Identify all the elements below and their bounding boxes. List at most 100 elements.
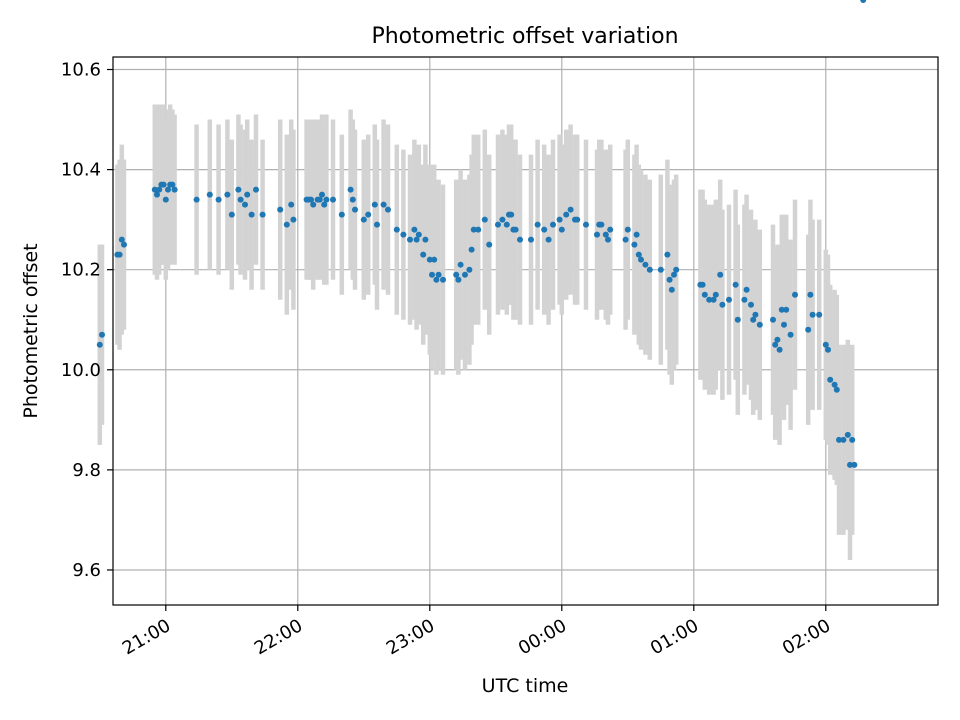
data-point bbox=[420, 251, 427, 258]
chart-title: Photometric offset variation bbox=[371, 24, 678, 49]
data-point bbox=[668, 286, 675, 293]
x-tick-label: 23:00 bbox=[383, 615, 438, 659]
data-point bbox=[435, 271, 442, 278]
data-point bbox=[347, 186, 354, 193]
data-point bbox=[237, 196, 244, 203]
data-point bbox=[215, 196, 222, 203]
data-point bbox=[349, 196, 356, 203]
data-point bbox=[321, 201, 328, 208]
data-point bbox=[664, 251, 671, 258]
data-point bbox=[646, 266, 653, 273]
data-point bbox=[822, 341, 829, 348]
data-point bbox=[772, 341, 779, 348]
data-point bbox=[833, 386, 840, 393]
x-axis-label: UTC time bbox=[482, 675, 569, 697]
data-point bbox=[162, 196, 169, 203]
data-point bbox=[816, 311, 823, 318]
data-point bbox=[468, 246, 475, 253]
data-point bbox=[710, 296, 717, 303]
data-point bbox=[847, 461, 853, 468]
data-point bbox=[851, 461, 858, 468]
data-point bbox=[308, 196, 314, 203]
data-point bbox=[770, 316, 776, 323]
data-point bbox=[242, 201, 248, 208]
data-point bbox=[671, 271, 677, 278]
data-point bbox=[316, 196, 323, 203]
data-point bbox=[717, 271, 724, 278]
data-point bbox=[712, 291, 719, 298]
data-point bbox=[541, 226, 548, 233]
data-point bbox=[118, 236, 125, 243]
data-point bbox=[462, 271, 468, 278]
data-point bbox=[517, 236, 523, 243]
data-point bbox=[844, 431, 851, 438]
data-point bbox=[706, 296, 713, 303]
data-point bbox=[429, 271, 435, 278]
data-point bbox=[809, 311, 816, 318]
data-point bbox=[160, 181, 167, 188]
data-point bbox=[776, 346, 783, 353]
data-point bbox=[413, 236, 420, 243]
data-point bbox=[283, 221, 290, 228]
data-point bbox=[748, 301, 754, 308]
y-axis-ticks: 9.6 9.8 10.0 10.2 10.4 10.6 bbox=[61, 60, 113, 581]
data-point bbox=[831, 381, 838, 388]
data-point bbox=[719, 301, 726, 308]
data-point bbox=[701, 291, 708, 298]
data-point bbox=[433, 276, 440, 283]
data-point bbox=[741, 296, 748, 303]
data-point bbox=[380, 201, 387, 208]
data-point bbox=[352, 206, 358, 213]
data-point bbox=[778, 306, 785, 313]
y-tick-label: 10.0 bbox=[61, 360, 101, 381]
data-point bbox=[323, 196, 330, 203]
data-point bbox=[156, 186, 163, 193]
data-point bbox=[426, 256, 433, 263]
data-point bbox=[415, 231, 422, 238]
data-point bbox=[825, 346, 831, 353]
data-point bbox=[96, 341, 103, 348]
data-point bbox=[165, 186, 171, 193]
data-point bbox=[121, 241, 127, 248]
y-axis-label: Photometric offset bbox=[20, 243, 42, 418]
data-point bbox=[154, 191, 160, 198]
y-tick-label: 10.4 bbox=[61, 160, 101, 181]
data-point bbox=[840, 436, 847, 443]
data-point bbox=[563, 211, 570, 218]
data-point bbox=[374, 221, 380, 228]
data-point bbox=[631, 241, 638, 248]
data-point bbox=[607, 226, 614, 233]
data-point bbox=[635, 251, 642, 258]
data-point bbox=[290, 216, 297, 223]
data-point bbox=[193, 196, 200, 203]
data-point bbox=[734, 316, 741, 323]
data-point bbox=[622, 236, 629, 243]
data-point bbox=[860, 0, 867, 3]
data-point bbox=[171, 186, 178, 193]
data-point bbox=[642, 261, 649, 268]
data-point bbox=[743, 286, 750, 293]
x-tick-label: 21:00 bbox=[119, 615, 174, 659]
x-tick-label: 02:00 bbox=[779, 615, 834, 659]
data-point bbox=[605, 236, 611, 243]
data-point bbox=[206, 191, 213, 198]
data-point bbox=[235, 186, 242, 193]
data-point bbox=[598, 221, 605, 228]
data-point bbox=[486, 241, 493, 248]
y-tick-label: 9.8 bbox=[72, 460, 101, 481]
data-point bbox=[470, 226, 477, 233]
data-point bbox=[440, 276, 446, 283]
y-tick-label: 10.2 bbox=[61, 260, 101, 281]
data-point bbox=[338, 211, 345, 218]
data-point bbox=[633, 231, 640, 238]
data-point bbox=[750, 316, 757, 323]
data-point bbox=[756, 321, 763, 328]
data-point bbox=[699, 281, 706, 288]
data-point bbox=[422, 236, 429, 243]
x-tick-label: 01:00 bbox=[647, 615, 702, 659]
data-point bbox=[673, 266, 680, 273]
plot-frame bbox=[112, 56, 939, 606]
data-point bbox=[330, 196, 336, 203]
data-point bbox=[783, 306, 790, 313]
